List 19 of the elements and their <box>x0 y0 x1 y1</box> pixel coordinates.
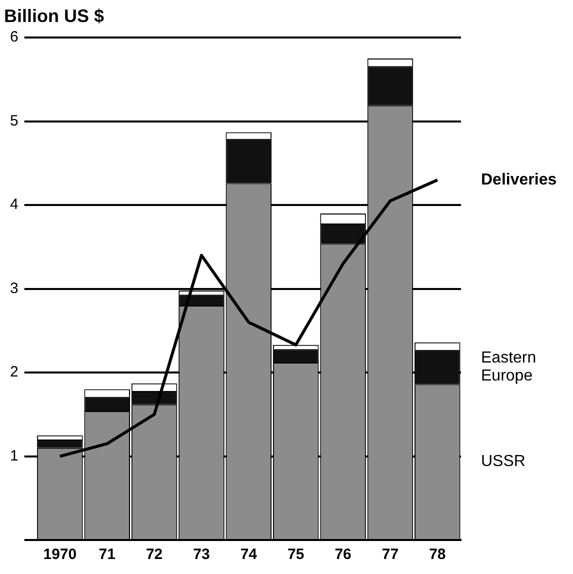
x-tick-label: 76 <box>334 546 352 564</box>
x-tick-label: 74 <box>240 546 258 564</box>
y-tick-label: 5 <box>10 112 18 130</box>
x-tick-label: 71 <box>98 546 116 564</box>
y-tick-label: 3 <box>10 280 18 297</box>
x-tick-label: 75 <box>288 546 304 564</box>
y-tick-label: 1 <box>10 447 18 464</box>
series-label: USSR <box>481 453 526 470</box>
x-tick-label: 72 <box>146 546 163 564</box>
x-tick-label: 73 <box>193 546 210 564</box>
y-tick-label: 2 <box>10 364 18 381</box>
series-label: Eastern Europe <box>481 349 536 384</box>
y-tick-label: 4 <box>10 196 18 214</box>
text: Deliveries <box>481 171 557 188</box>
x-tick-label: 1970 <box>43 546 77 564</box>
x-tick-label: 78 <box>429 546 446 564</box>
x-tick-label: 77 <box>382 546 399 564</box>
y-axis-title: Billion US $ <box>4 6 104 26</box>
y-tick-label: 6 <box>10 28 18 46</box>
